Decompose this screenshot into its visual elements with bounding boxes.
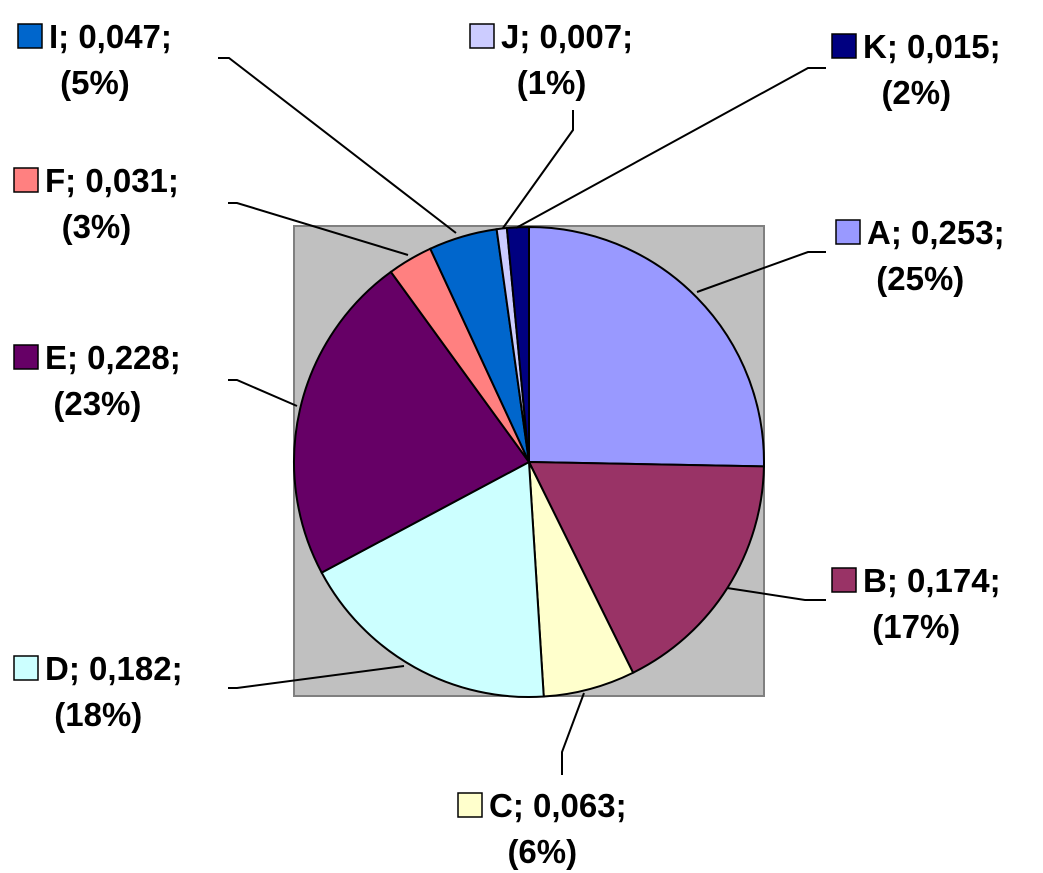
legend-swatch-d — [13, 655, 39, 681]
data-label-b: B; 0,174; (17%) — [831, 562, 1001, 645]
data-label-value-b: B; 0,174; — [863, 562, 1001, 599]
legend-swatch-f — [13, 167, 39, 193]
leader-line-k — [515, 67, 826, 229]
data-label-percent-k: (2%) — [881, 74, 951, 111]
data-label-e: E; 0,228; (23%) — [13, 339, 181, 422]
data-label-percent-i: (5%) — [60, 64, 130, 101]
data-label-value-j: J; 0,007; — [501, 18, 633, 55]
data-label-value-f: F; 0,031; — [45, 162, 179, 199]
data-label-percent-f: (3%) — [62, 208, 132, 245]
data-label-value-a: A; 0,253; — [867, 214, 1005, 251]
leader-line-e — [228, 379, 298, 407]
data-label-percent-e: (23%) — [53, 385, 141, 422]
leader-line-i — [218, 57, 457, 234]
data-label-percent-j: (1%) — [517, 64, 587, 101]
data-label-j: J; 0,007; (1%) — [469, 18, 633, 101]
leader-line-f — [228, 202, 409, 256]
legend-swatch-i — [17, 23, 43, 49]
data-label-value-d: D; 0,182; — [45, 650, 183, 687]
leader-line-c — [561, 692, 585, 775]
pie-slices — [293, 225, 765, 698]
data-label-percent-b: (17%) — [872, 608, 960, 645]
legend-swatch-e — [13, 344, 39, 370]
data-label-percent-c: (6%) — [507, 833, 577, 870]
legend-swatch-k — [831, 33, 857, 59]
leader-line-j — [502, 110, 574, 229]
legend-swatch-c — [457, 792, 483, 818]
leader-line-b — [726, 587, 826, 601]
data-label-percent-d: (18%) — [54, 696, 142, 733]
legend-swatch-b — [831, 567, 857, 593]
data-label-f: F; 0,031; (3%) — [13, 162, 179, 245]
leader-line-d — [228, 665, 405, 689]
data-label-value-i: I; 0,047; — [49, 18, 172, 55]
data-label-percent-a: (25%) — [876, 260, 964, 297]
leader-line-a — [696, 251, 826, 293]
data-labels: A; 0,253; (25%) B; 0,174; (17%) C; 0,063; (6%… — [13, 18, 1005, 870]
data-label-value-k: K; 0,015; — [863, 28, 1001, 65]
pie-slice-a — [528, 225, 765, 468]
legend-swatch-a — [835, 219, 861, 245]
data-label-d: D; 0,182; (18%) — [13, 650, 183, 733]
data-label-i: I; 0,047; (5%) — [17, 18, 172, 101]
legend-swatch-j — [469, 23, 495, 49]
pie-slice-e — [293, 270, 531, 574]
data-label-c: C; 0,063; (6%) — [457, 787, 627, 870]
pie-slice-d — [320, 460, 545, 698]
data-label-value-c: C; 0,063; — [489, 787, 627, 824]
data-label-value-e: E; 0,228; — [45, 339, 181, 376]
data-label-k: K; 0,015; (2%) — [831, 28, 1001, 111]
data-label-a: A; 0,253; (25%) — [835, 214, 1005, 297]
leader-lines — [218, 57, 826, 775]
